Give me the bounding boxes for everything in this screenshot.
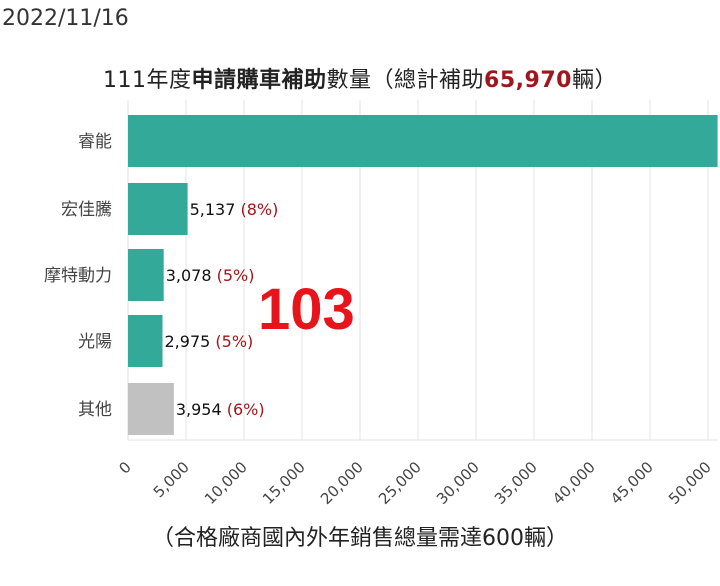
date-label: 2022/11/16 (2, 6, 129, 31)
data-label: 3,954 (6%) (176, 400, 265, 419)
data-label: 5,137 (8%) (190, 200, 279, 219)
x-tick-label: 15,000 (259, 458, 309, 508)
data-label-value: 5,137 (190, 200, 241, 219)
x-tick-label: 25,000 (375, 458, 425, 508)
data-label-percent: (6%) (227, 400, 265, 419)
data-label-value: 2,975 (165, 332, 216, 351)
bar (128, 183, 188, 235)
x-tick-label: 35,000 (491, 458, 541, 508)
title-prefix: 111年度 (103, 68, 192, 93)
category-label: 宏佳騰 (61, 200, 112, 220)
bar (128, 383, 174, 435)
category-label: 其他 (78, 400, 112, 420)
x-tick-label: 0 (115, 458, 134, 477)
category-label: 摩特動力 (44, 266, 112, 286)
bar (128, 249, 164, 301)
x-tick-label: 20,000 (317, 458, 367, 508)
x-tick-label: 50,000 (665, 458, 715, 508)
x-tick-label: 5,000 (150, 458, 193, 501)
x-tick-label: 40,000 (549, 458, 599, 508)
x-tick-label: 10,000 (201, 458, 251, 508)
data-label-value: 3,078 (166, 266, 217, 285)
data-label-percent: (5%) (215, 332, 253, 351)
category-label: 光陽 (78, 332, 112, 352)
x-tick-label: 30,000 (433, 458, 483, 508)
chart-footer-note: （合格廠商國內外年銷售總量需達600輛） (152, 526, 568, 551)
chart-title: 111年度申請購車補助數量（總計補助65,970輛） (0, 62, 720, 94)
bar (128, 315, 163, 367)
x-tick-label: 45,000 (607, 458, 657, 508)
title-total: 65,970 (484, 68, 572, 93)
category-label: 睿能 (78, 132, 112, 152)
data-label-percent: (8%) (240, 200, 278, 219)
overlay-number: 103 (258, 277, 355, 342)
data-label-value: 3,954 (176, 400, 227, 419)
bar (128, 115, 718, 167)
data-label: 2,975 (5%) (165, 332, 254, 351)
title-suffix: 輛） (571, 68, 617, 93)
data-label: 3,078 (5%) (166, 266, 255, 285)
title-bold: 申請購車補助 (191, 68, 327, 93)
data-label-percent: (5%) (217, 266, 255, 285)
title-middle: 數量（總計補助 (326, 68, 485, 93)
